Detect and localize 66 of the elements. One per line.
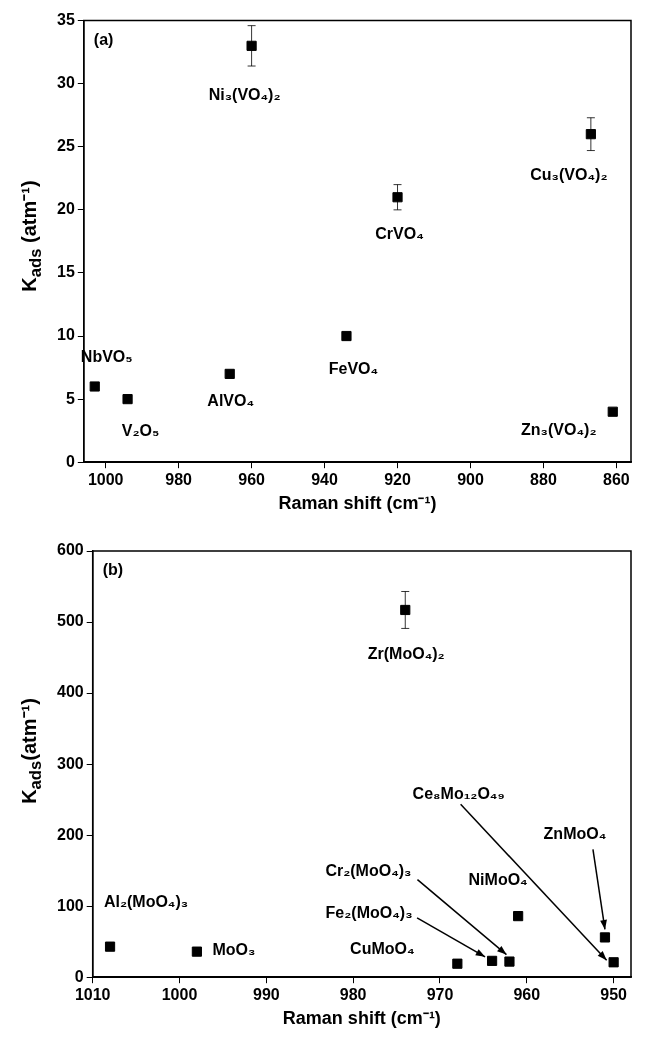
y-tick-label: 300 — [56, 754, 84, 772]
annotation: Cu₃(VO₄)₂ — [530, 165, 608, 183]
point — [89, 381, 100, 392]
annotation: (a) — [93, 31, 114, 49]
x-tick-label: 880 — [530, 471, 557, 489]
y-tick-label: 20 — [57, 200, 75, 218]
y-tick-label: 500 — [56, 612, 84, 630]
annotation: Cr₂(MoO₄)₃ — [325, 861, 412, 879]
x-tick-label: 980 — [165, 471, 193, 489]
point — [122, 394, 133, 405]
y-tick-label: 400 — [56, 683, 84, 701]
point — [599, 932, 611, 943]
x-axis-title: Raman shift (cm⁻¹) — [282, 1008, 441, 1029]
point — [224, 368, 235, 379]
annotation: V₂O₅ — [121, 421, 160, 439]
y-tick-label: 600 — [56, 541, 84, 559]
x-tick-label: 1000 — [161, 986, 198, 1004]
y-tick-label: 0 — [74, 967, 84, 985]
annotation: Fe₂(MoO₄)₃ — [325, 904, 413, 922]
point — [392, 192, 403, 203]
annotation: AlVO₄ — [207, 392, 255, 410]
point — [504, 956, 515, 967]
y-tick-label: 100 — [56, 896, 84, 914]
point — [486, 955, 498, 966]
point — [191, 946, 202, 957]
annotation: ZnMoO₄ — [543, 824, 607, 842]
annotation: Zr(MoO₄)₂ — [367, 645, 445, 663]
x-tick-label: 970 — [426, 986, 454, 1004]
y-tick-label: 25 — [57, 137, 75, 155]
x-tick-label: 950 — [600, 986, 628, 1004]
point — [400, 604, 411, 616]
annotation: NiMoO₄ — [468, 870, 528, 888]
x-tick-label: 940 — [311, 471, 339, 489]
annotation: MoO₃ — [212, 941, 256, 959]
y-tick-label: 0 — [65, 452, 75, 470]
annotation: Ni₃(VO₄)₂ — [208, 86, 281, 104]
point — [607, 406, 618, 417]
annotation: (b) — [102, 561, 124, 579]
y-tick-label: 200 — [56, 825, 84, 843]
point — [104, 941, 116, 952]
annotation: Zn₃(VO₄)₂ — [521, 421, 597, 439]
x-tick-label: 1000 — [87, 471, 124, 489]
y-tick-label: 30 — [57, 74, 75, 92]
annotation: FeVO₄ — [328, 360, 379, 378]
y-tick-label: 35 — [57, 11, 75, 29]
point — [608, 957, 619, 968]
point — [246, 40, 257, 51]
x-tick-label: 990 — [252, 986, 280, 1004]
x-tick-label: 860 — [603, 471, 630, 489]
y-tick-label: 5 — [65, 389, 75, 407]
y-tick-label: 15 — [57, 263, 75, 281]
point — [513, 911, 524, 922]
x-tick-label: 900 — [457, 471, 484, 489]
x-axis-title: Raman shift (cm⁻¹) — [278, 493, 437, 514]
x-tick-label: 1010 — [74, 986, 111, 1004]
annotation: CrVO₄ — [375, 224, 424, 242]
point — [452, 958, 463, 969]
annotation: Al₂(MoO₄)₃ — [103, 893, 189, 911]
x-tick-label: 980 — [339, 986, 367, 1004]
annotation: Ce₈Mo₁₂O₄₉ — [412, 784, 505, 802]
point — [341, 330, 352, 342]
x-tick-label: 960 — [238, 471, 266, 489]
y-tick-label: 10 — [57, 326, 75, 344]
x-tick-label: 960 — [513, 986, 541, 1004]
x-tick-label: 920 — [384, 471, 411, 489]
annotation: CuMoO₄ — [350, 940, 415, 958]
